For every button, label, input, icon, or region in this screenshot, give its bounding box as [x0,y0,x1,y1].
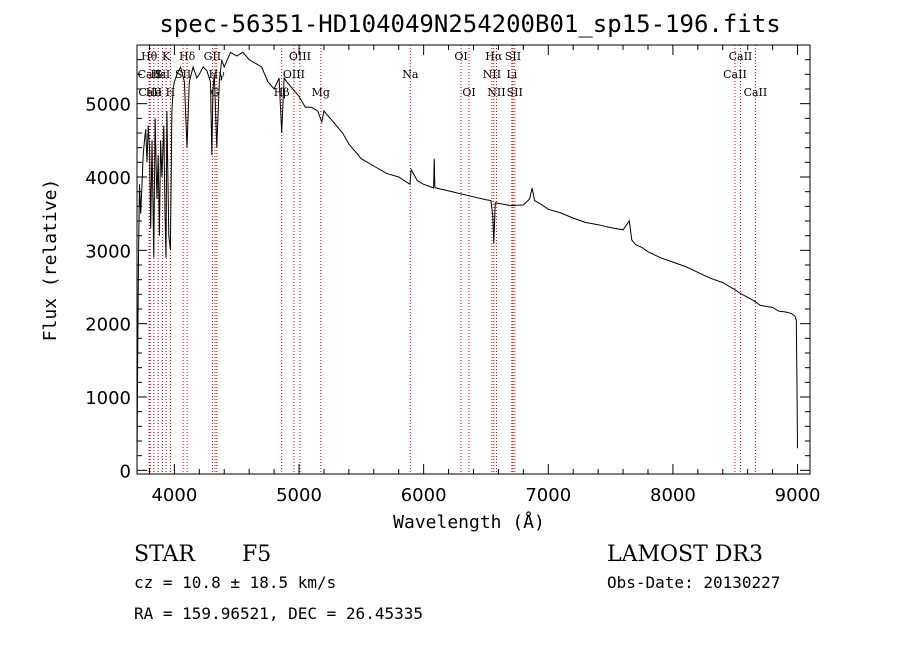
object-class: STAR [134,542,196,567]
line-label-6: SiI [155,68,170,81]
line-label-22: NII [487,86,505,99]
y-tick-label-5: 5000 [85,95,131,116]
axis-ticks [137,45,810,474]
line-label-18: OI [454,50,467,63]
observation-date: Obs-Date: 20130227 [607,573,780,592]
x-tick-label-2: 6000 [401,485,447,506]
y-tick-label-1: 1000 [85,388,131,409]
line-label-11: Hγ [209,68,226,81]
y-tick-label-4: 4000 [85,168,131,189]
x-tick-label-4: 8000 [650,485,696,506]
line-label-23: SII [505,50,521,63]
y-tick-label-2: 2000 [85,315,131,336]
line-label-9: SII [175,68,191,81]
line-label-24: Li [506,68,517,81]
spectral-subclass: F5 [242,542,271,567]
line-label-27: CaII [723,68,747,81]
line-label-20: Hα [485,50,503,63]
line-label-0: Hθ [141,50,158,63]
line-label-28: CaII [744,86,768,99]
line-label-19: OI [462,86,475,99]
line-label-25: SII [507,86,523,99]
line-label-17: Na [402,68,419,81]
coordinates: RA = 159.96521, DEC = 26.45335 [134,604,423,623]
y-tick-label-0: 0 [120,461,131,482]
y-tick-label-3: 3000 [85,241,131,262]
x-tick-label-3: 7000 [525,485,571,506]
line-label-8: Hδ [179,50,196,63]
y-axis-label: Flux (relative) [40,179,61,342]
spectrum-line [136,51,798,467]
x-tick-label-0: 4000 [151,485,197,506]
spectral-line-markers [148,45,756,474]
line-label-13: Hβ [274,86,290,99]
line-label-14: OIII [283,68,305,81]
plot-frame [136,44,811,475]
line-label-26: CaII [729,50,753,63]
line-label-5: K [162,50,171,63]
line-label-15: OIII [289,50,311,63]
line-label-3: He [146,86,162,99]
line-label-1: CaII [138,68,162,81]
x-tick-label-5: 9000 [775,485,821,506]
axis-tick-labels: 4000 5000 6000 7000 8000 9000 0 1000 2000 3000 400… [85,95,820,506]
survey-name: LAMOST DR3 [607,542,763,567]
x-axis-label: Wavelength (Å) [393,511,545,533]
line-label-10: GII [204,50,221,63]
redshift-value: cz = 10.8 ± 18.5 km/s [134,573,336,592]
chart-title: spec-56351-HD104049N254200B01_sp15-196.f… [159,10,780,38]
x-tick-label-1: 5000 [276,485,322,506]
line-label-21: NII [483,68,501,81]
line-label-4: Hε [151,68,167,81]
line-label-16: Mg [312,86,330,99]
line-label-7: H [166,86,176,99]
line-label-2: CaII [138,86,162,99]
